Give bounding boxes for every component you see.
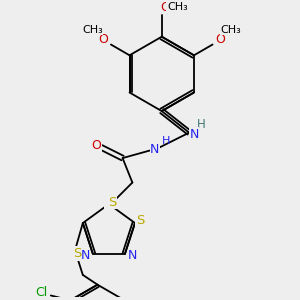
Text: S: S xyxy=(73,247,81,260)
Text: O: O xyxy=(98,33,108,46)
Text: N: N xyxy=(150,143,160,156)
Text: CH₃: CH₃ xyxy=(167,2,188,12)
Text: O: O xyxy=(215,33,225,46)
Text: O: O xyxy=(161,1,171,14)
Text: N: N xyxy=(189,128,199,141)
Text: N: N xyxy=(80,249,90,262)
Text: O: O xyxy=(91,139,101,152)
Text: S: S xyxy=(105,198,113,211)
Text: H: H xyxy=(196,118,205,131)
Text: Cl: Cl xyxy=(35,286,47,299)
Text: CH₃: CH₃ xyxy=(82,25,103,35)
Text: S: S xyxy=(136,214,144,226)
Text: N: N xyxy=(128,249,137,262)
Text: H: H xyxy=(161,136,170,146)
Text: S: S xyxy=(108,196,116,208)
Text: CH₃: CH₃ xyxy=(221,25,242,35)
